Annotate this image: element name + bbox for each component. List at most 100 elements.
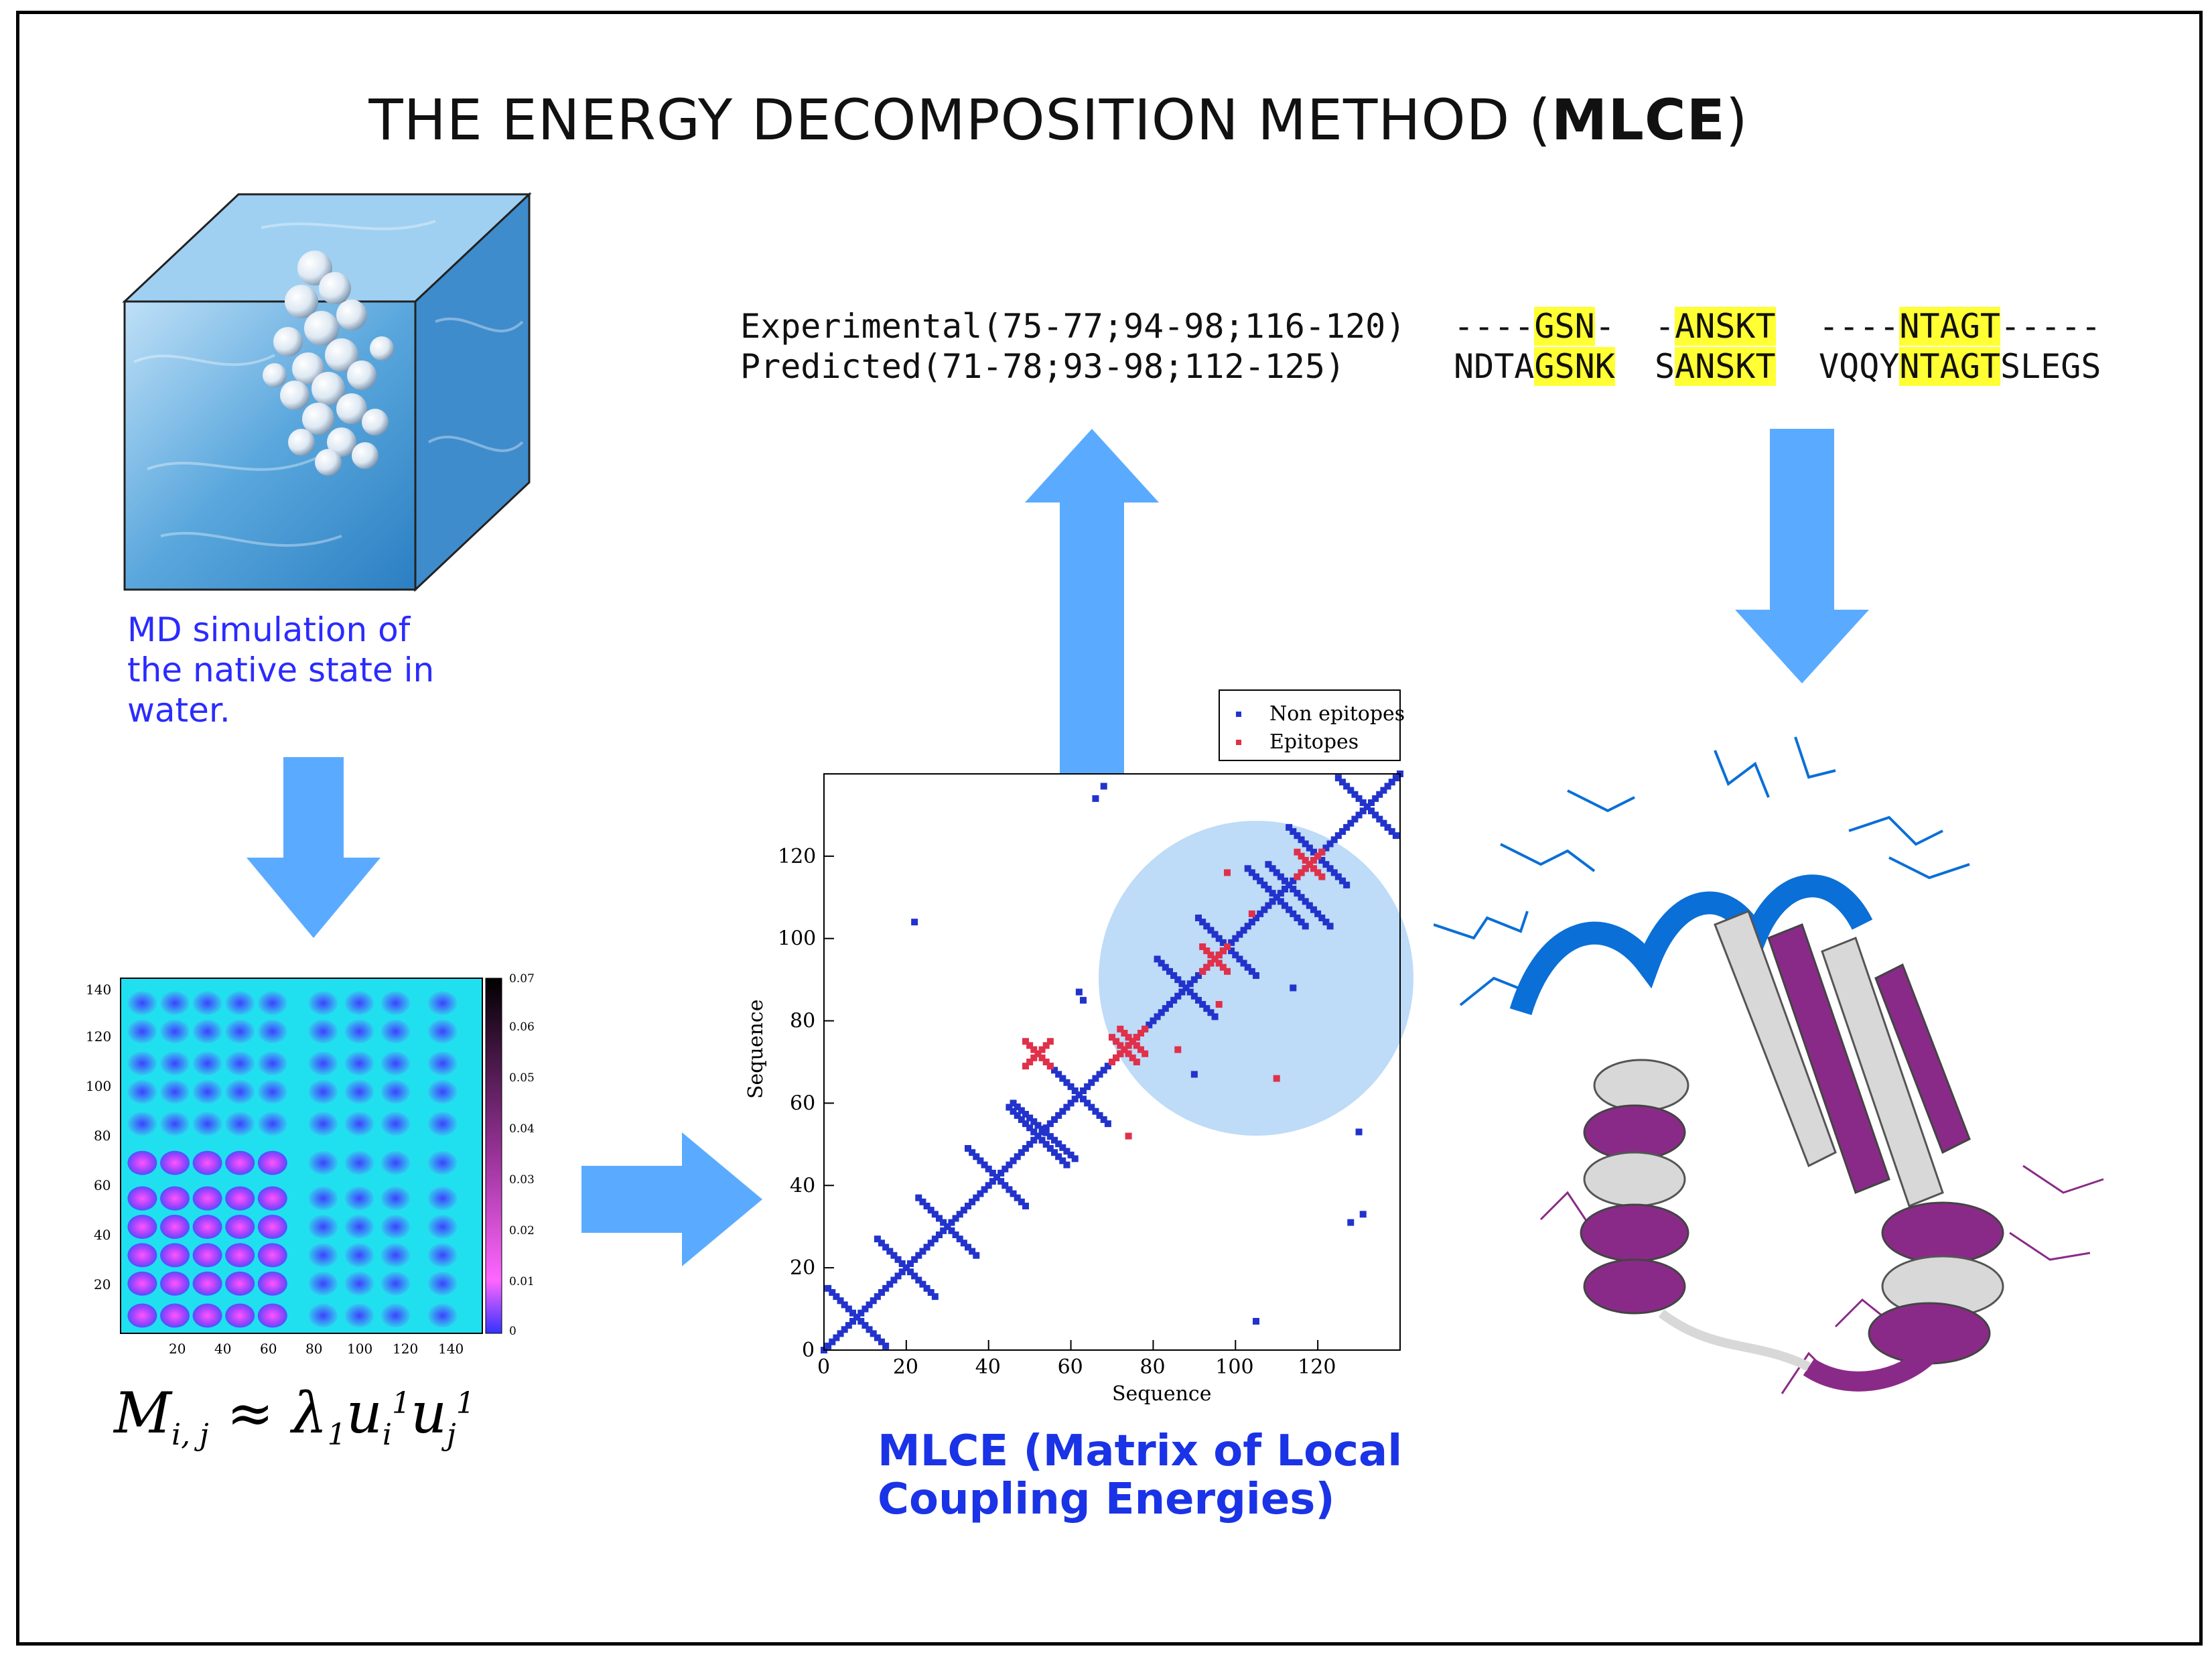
nonepitope-point [886, 1280, 894, 1288]
heatmap-cell [225, 1112, 255, 1136]
heatmap-cell [257, 1271, 287, 1296]
heatmap-cell [225, 1051, 255, 1076]
nonepitope-point [923, 1244, 930, 1251]
epitope-point [1046, 1063, 1054, 1070]
helix-purple-right [1868, 1201, 2004, 1365]
nonepitope-point [1269, 865, 1276, 872]
nonepitope-point [989, 1178, 996, 1185]
epitope-point [1199, 943, 1206, 950]
heatmap-cell [225, 1215, 255, 1239]
predicted-seg-1: NDTAGSNK [1454, 347, 1615, 386]
heatmap-cell [127, 1186, 157, 1211]
heatmap-cell [160, 991, 190, 1016]
heatmap-ytick: 40 [94, 1227, 111, 1243]
epitope-point [1211, 955, 1219, 963]
heatmap-cell [225, 1150, 255, 1175]
nonepitope-point [1190, 1071, 1198, 1078]
nonepitope-point [825, 1284, 832, 1292]
nonepitope-point [1071, 1095, 1079, 1103]
heatmap-cell [160, 1215, 190, 1239]
heatmap-cell [257, 1112, 287, 1136]
nonepitope-point [1182, 984, 1190, 992]
nonepitope-point [1100, 1116, 1107, 1123]
x-tick-label: 80 [1139, 1355, 1165, 1379]
epitope-point [1129, 1038, 1136, 1045]
nonepitope-point [1080, 996, 1087, 1004]
heatmap-cell [308, 991, 338, 1016]
nonepitope-point [915, 1194, 922, 1201]
nonepitope-point [1006, 1104, 1013, 1111]
nonepitope-point [1006, 1161, 1013, 1169]
heatmap-cell [427, 1303, 458, 1328]
nonepitope-point [960, 1240, 967, 1247]
epitope-point [1113, 1038, 1120, 1045]
colorbar-tick: 0.05 [509, 1071, 535, 1085]
nonepitope-point [1150, 1017, 1157, 1024]
nonepitope-point [1014, 1194, 1021, 1201]
nonepitope-point [1286, 881, 1293, 888]
epitope-point [1137, 1030, 1144, 1037]
heatmap-cell [427, 1051, 458, 1076]
nonepitope-point [956, 1236, 963, 1243]
nonepitope-point [944, 1223, 951, 1230]
nonepitope-point [1022, 1203, 1029, 1209]
heatmap-cell [344, 1243, 374, 1268]
nonepitope-point [890, 1276, 898, 1284]
heatmap-cell [308, 1150, 338, 1175]
heatmap-xtick: 140 [438, 1341, 464, 1357]
nonepitope-point [1351, 791, 1359, 798]
nonepitope-point [915, 1276, 922, 1284]
nonepitope-point [1063, 1079, 1070, 1086]
nonepitope-point [829, 1338, 836, 1345]
epitope-point [1026, 1059, 1034, 1065]
heatmap-cell [192, 1079, 222, 1104]
nonepitope-point [1318, 915, 1326, 921]
heatmap-cell [381, 1186, 411, 1211]
epitope-point [1125, 1042, 1132, 1049]
nonepitope-point [894, 1272, 902, 1280]
epitope-point [1142, 1050, 1149, 1057]
epitope-point [1310, 865, 1317, 872]
nonepitope-point [845, 1305, 852, 1313]
nonepitope-point [1257, 910, 1264, 917]
nonepitope-point [1014, 1112, 1021, 1119]
heatmap-xtick: 80 [305, 1341, 322, 1357]
heatmap-cell [427, 1112, 458, 1136]
md-caption: MD simulation of the native state in water… [127, 610, 435, 730]
nonepitope-point [1063, 1161, 1070, 1169]
heatmap-cell [308, 1271, 338, 1296]
nonepitope-point [956, 1211, 963, 1218]
nonepitope-point [1154, 955, 1161, 963]
heatmap-cell [160, 1079, 190, 1104]
nonepitope-point [874, 1236, 881, 1243]
nonepitope-point [1038, 1136, 1046, 1144]
heatmap-cell [225, 1271, 255, 1296]
nonepitope-point [1158, 1009, 1165, 1016]
nonepitope-point [1306, 902, 1313, 909]
epitope-point [1137, 1046, 1144, 1053]
nonepitope-point [1236, 931, 1243, 938]
nonepitope-point [1034, 1132, 1042, 1140]
nonepitope-point [1195, 972, 1202, 979]
epitope-point [1133, 1059, 1140, 1065]
nonepitope-point [1334, 832, 1342, 840]
nonepitope-point [1232, 951, 1239, 959]
epitope-point [1117, 1050, 1124, 1057]
heatmap-ytick: 20 [94, 1276, 111, 1292]
y-axis-label: Sequence [744, 1000, 768, 1099]
nonepitope-point [1388, 779, 1395, 786]
helix-blue [1509, 874, 1873, 1016]
nonepitope-point [1190, 992, 1198, 1000]
beta-strands [1714, 910, 1971, 1207]
nonepitope-point [882, 1244, 890, 1251]
experimental-seg-1: ----GSN- [1454, 307, 1615, 346]
nonepitope-point [1351, 815, 1359, 823]
heatmap-cell [427, 1215, 458, 1239]
colorbar-tick: 0 [509, 1325, 516, 1338]
nonepitope-point [1282, 877, 1288, 884]
nonepitope-point [1322, 861, 1330, 868]
nonepitope-point [1174, 992, 1182, 1000]
nonepitope-point [1355, 1128, 1363, 1136]
epitope-point [1273, 1075, 1280, 1082]
nonepitope-point [1096, 1112, 1103, 1119]
